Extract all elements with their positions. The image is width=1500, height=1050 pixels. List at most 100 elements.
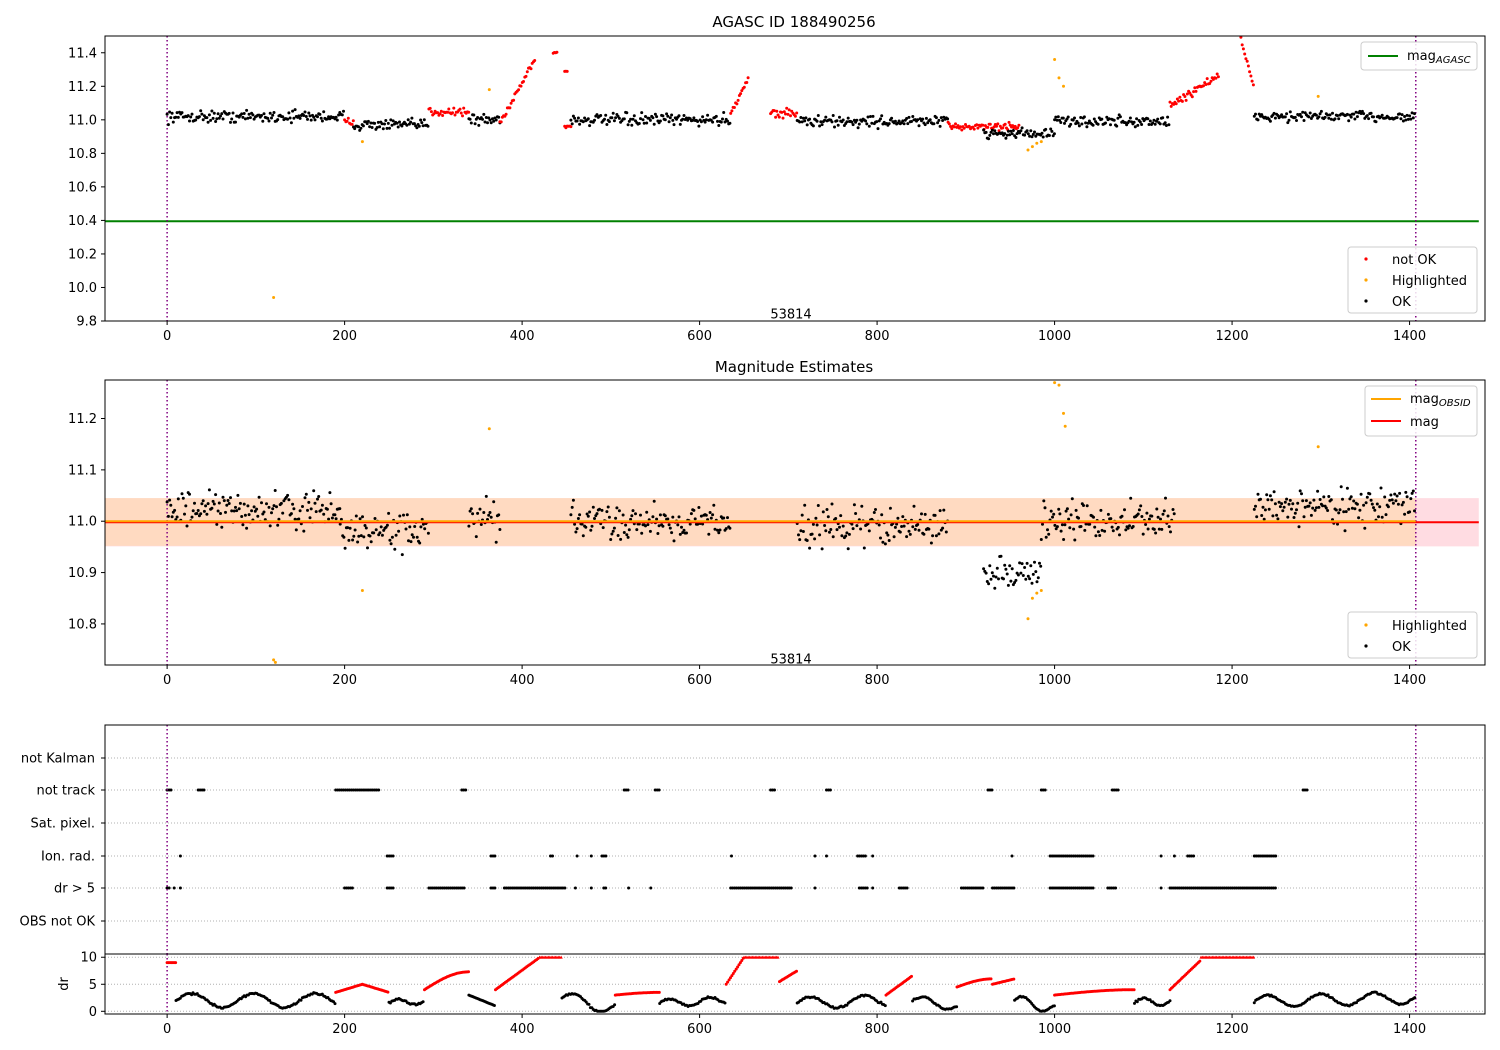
not-ok-point: [1180, 99, 1184, 103]
ok-point: [405, 123, 409, 127]
ok-point: [626, 535, 630, 539]
ok-point: [1336, 114, 1339, 118]
ok-point: [1128, 116, 1132, 120]
ok-point: [603, 117, 606, 121]
ok-point: [640, 111, 644, 115]
ok-point: [497, 513, 501, 517]
dr-ok-point: [1326, 993, 1330, 997]
flag-point: [563, 886, 567, 890]
ok-point: [1272, 111, 1276, 115]
ok-point: [1281, 509, 1285, 513]
ok-point: [1380, 515, 1384, 519]
y-tick-label: 10.6: [68, 180, 97, 195]
ok-point: [1262, 517, 1266, 521]
not-ok-point: [988, 122, 992, 126]
ok-point: [421, 522, 425, 526]
ok-point: [292, 116, 296, 120]
ok-point: [1267, 507, 1271, 511]
ok-point: [1152, 527, 1156, 531]
ok-point: [1400, 503, 1404, 507]
ok-point: [1069, 122, 1073, 126]
ok-point: [1136, 123, 1140, 127]
ok-point: [681, 531, 685, 534]
ok-point: [836, 123, 840, 127]
ok-point: [272, 111, 276, 114]
ok-point: [651, 515, 655, 519]
ok-point: [676, 523, 680, 527]
x-tick-label: 0: [163, 673, 171, 688]
ok-point: [708, 511, 712, 514]
ok-point: [337, 113, 341, 117]
ok-point: [316, 115, 319, 119]
flag-point: [1273, 886, 1277, 890]
ok-point: [1112, 118, 1116, 122]
ok-point: [1368, 492, 1372, 496]
ok-point: [261, 119, 265, 123]
ok-point: [1020, 126, 1024, 130]
flag-point: [863, 854, 867, 858]
ok-point: [712, 503, 716, 507]
ok-point: [1372, 115, 1375, 119]
ok-point: [474, 535, 478, 539]
flag-point: [905, 886, 909, 890]
ok-point: [667, 120, 671, 124]
ok-point: [1008, 133, 1012, 137]
ok-point: [987, 137, 991, 141]
ok-point: [1309, 513, 1313, 517]
ok-point: [672, 539, 676, 543]
ok-point: [1261, 505, 1265, 509]
ok-point: [1349, 115, 1353, 119]
ok-point: [697, 506, 701, 509]
ok-point: [1319, 109, 1323, 113]
ok-point: [992, 574, 995, 578]
ok-point: [874, 508, 877, 511]
ok-point: [1039, 538, 1043, 541]
not-ok-point: [529, 67, 533, 71]
ok-point: [469, 507, 473, 511]
ok-point: [1006, 129, 1010, 133]
not-ok-point: [1241, 47, 1245, 51]
ok-point: [719, 120, 723, 124]
dr-ok-point: [1135, 1000, 1139, 1004]
dr-not-ok-point: [989, 977, 993, 981]
ok-point: [685, 116, 688, 120]
not-ok-point: [785, 106, 789, 110]
ok-point: [1009, 129, 1013, 133]
ok-point: [409, 540, 413, 544]
ok-point: [188, 492, 191, 496]
ok-point: [260, 501, 263, 505]
ok-point: [247, 112, 251, 116]
ok-point: [1255, 515, 1259, 519]
ok-point: [1409, 497, 1413, 501]
not-ok-point: [956, 124, 960, 128]
not-ok-point: [441, 114, 445, 117]
ok-point: [988, 133, 992, 137]
ok-point: [1354, 110, 1358, 114]
flag-point: [813, 854, 817, 858]
ok-point: [1126, 526, 1130, 530]
ok-point: [1148, 119, 1152, 123]
ok-point: [1053, 118, 1057, 122]
ok-point: [1025, 129, 1029, 133]
ok-point: [677, 114, 681, 118]
ok-point: [678, 122, 682, 126]
not-ok-point: [986, 125, 990, 129]
x-tick-label: 800: [865, 1022, 890, 1037]
flag-point: [377, 788, 381, 792]
ok-point: [1349, 495, 1353, 499]
ok-point: [1260, 113, 1264, 117]
ok-point: [1360, 109, 1364, 113]
ok-point: [1288, 498, 1292, 502]
ok-point: [571, 498, 575, 502]
not-ok-point: [1003, 122, 1007, 126]
ok-point: [917, 528, 921, 532]
ok-point: [814, 516, 818, 520]
ok-point: [901, 119, 905, 123]
ok-point: [1076, 121, 1080, 125]
ok-point: [1384, 513, 1388, 517]
ok-point: [838, 115, 841, 119]
ok-point: [826, 515, 830, 519]
ok-point: [872, 511, 876, 514]
not-ok-point: [461, 114, 464, 118]
ok-point: [1285, 497, 1289, 501]
